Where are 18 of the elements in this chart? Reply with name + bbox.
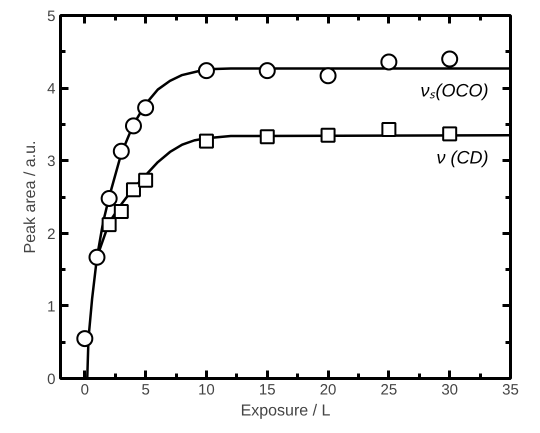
y-axis-title: Peak area / a.u. <box>22 140 40 254</box>
x-tick-label: 35 <box>502 382 519 398</box>
y-tick-label: 0 <box>47 371 56 388</box>
x-tick-label: 0 <box>80 382 89 398</box>
x-tick-label: 15 <box>258 382 276 398</box>
x-tick-label: 5 <box>141 382 150 398</box>
y-tick-label: 5 <box>47 8 56 25</box>
x-tick-label: 20 <box>320 382 336 398</box>
x-tick-label: 30 <box>441 382 458 398</box>
x-axis-title: Exposure / L <box>240 402 331 420</box>
x-tick-label: 10 <box>198 382 215 398</box>
x-tick-label: 25 <box>380 382 398 398</box>
y-tick-label: 2 <box>47 226 56 243</box>
y-tick-label: 1 <box>47 298 56 316</box>
y-tick-label: 4 <box>47 80 56 98</box>
legend-label: ν (CD) <box>436 147 489 168</box>
legend-label: νₛ(OCO) <box>420 80 489 100</box>
y-tick-label: 3 <box>47 153 56 170</box>
